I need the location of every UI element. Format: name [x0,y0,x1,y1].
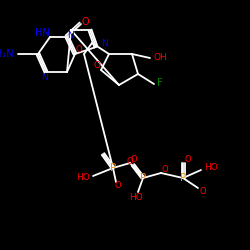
Text: H₂N: H₂N [0,49,13,59]
Text: O: O [200,186,206,196]
Text: O: O [127,156,133,166]
Text: O: O [162,164,168,173]
Text: HN: HN [34,28,50,38]
Text: O: O [81,17,89,27]
Text: O: O [94,60,100,70]
Text: P: P [140,173,146,183]
Text: HO: HO [129,192,143,202]
Text: HO: HO [76,174,90,182]
Text: P: P [180,173,186,183]
Text: N: N [40,74,48,82]
Text: HO: HO [204,164,218,172]
Text: O: O [115,182,121,190]
Text: O: O [76,44,82,54]
Text: F: F [157,78,163,88]
Text: P: P [110,163,116,173]
Text: OH: OH [153,52,167,62]
Text: N: N [100,40,107,48]
Text: O: O [185,154,191,164]
Text: O: O [131,154,137,164]
Text: N: N [66,32,73,40]
